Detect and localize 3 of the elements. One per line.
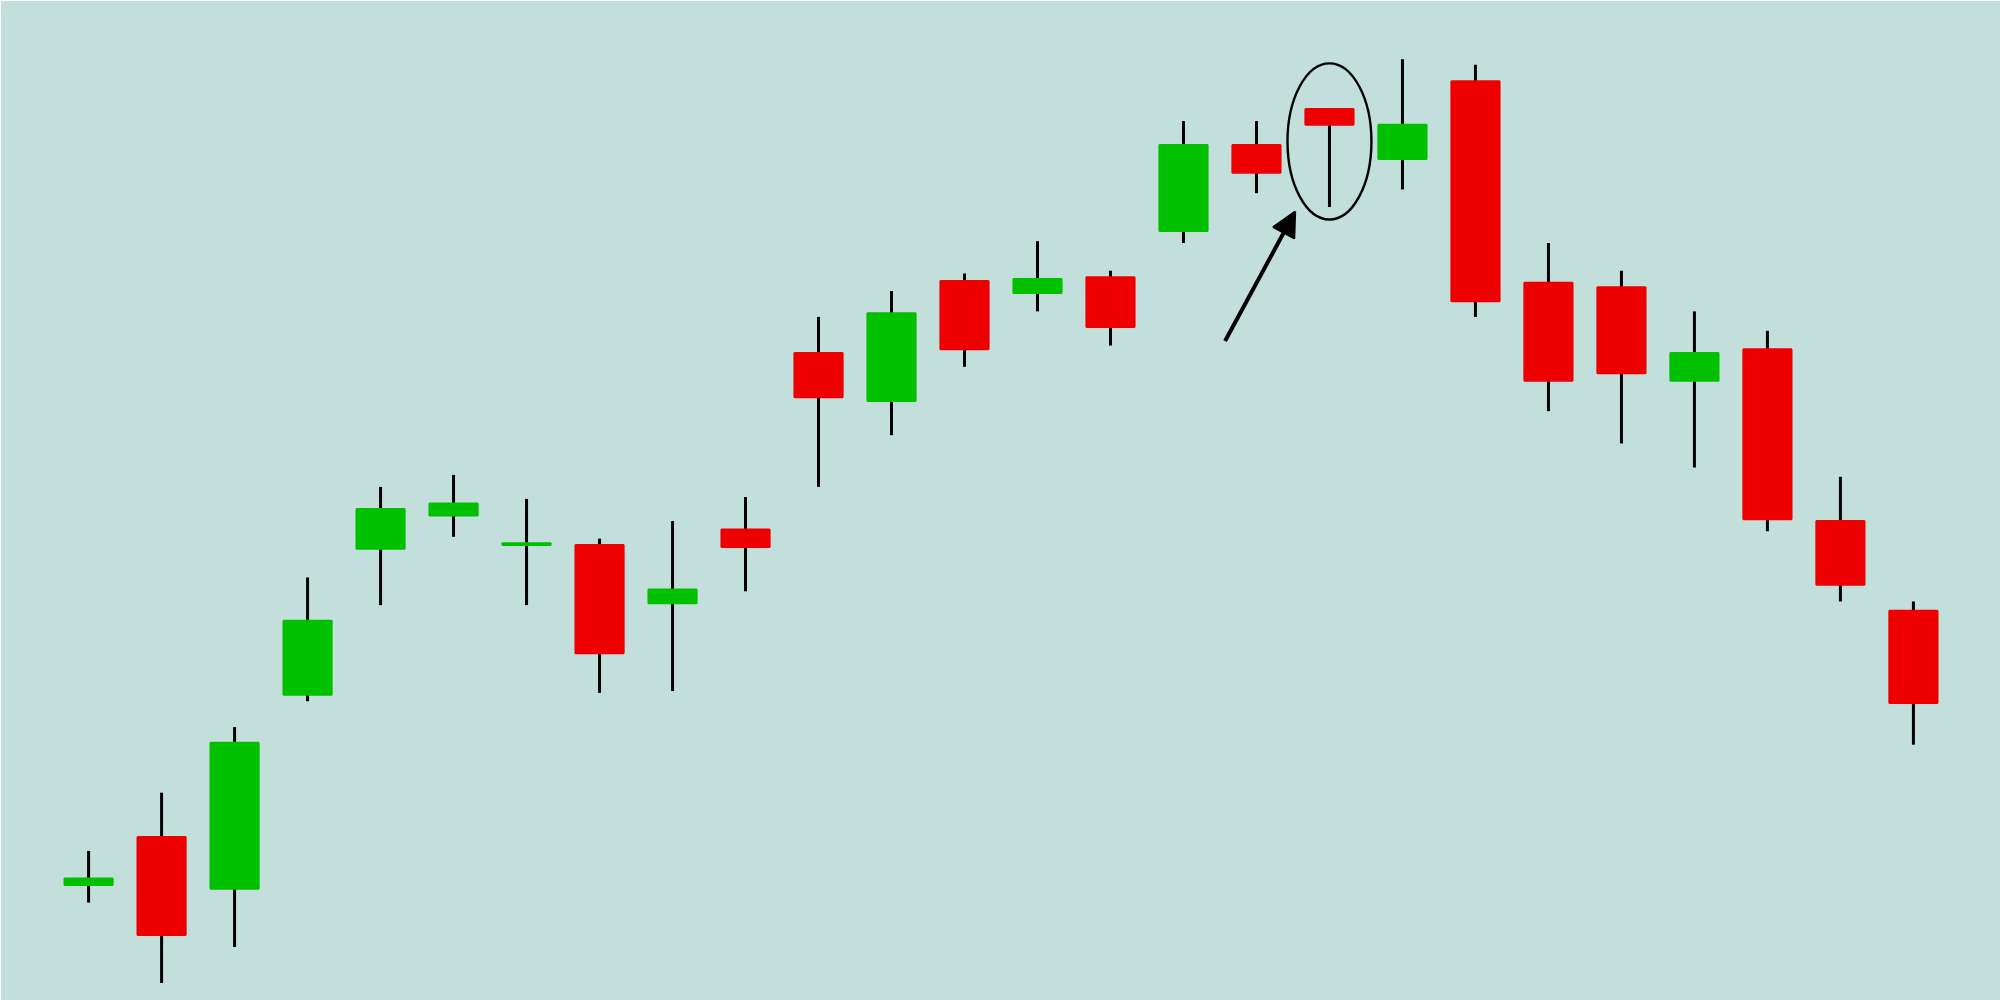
candlestick	[647, 519, 698, 693]
candlestick	[501, 497, 552, 607]
candlestick	[63, 849, 114, 905]
